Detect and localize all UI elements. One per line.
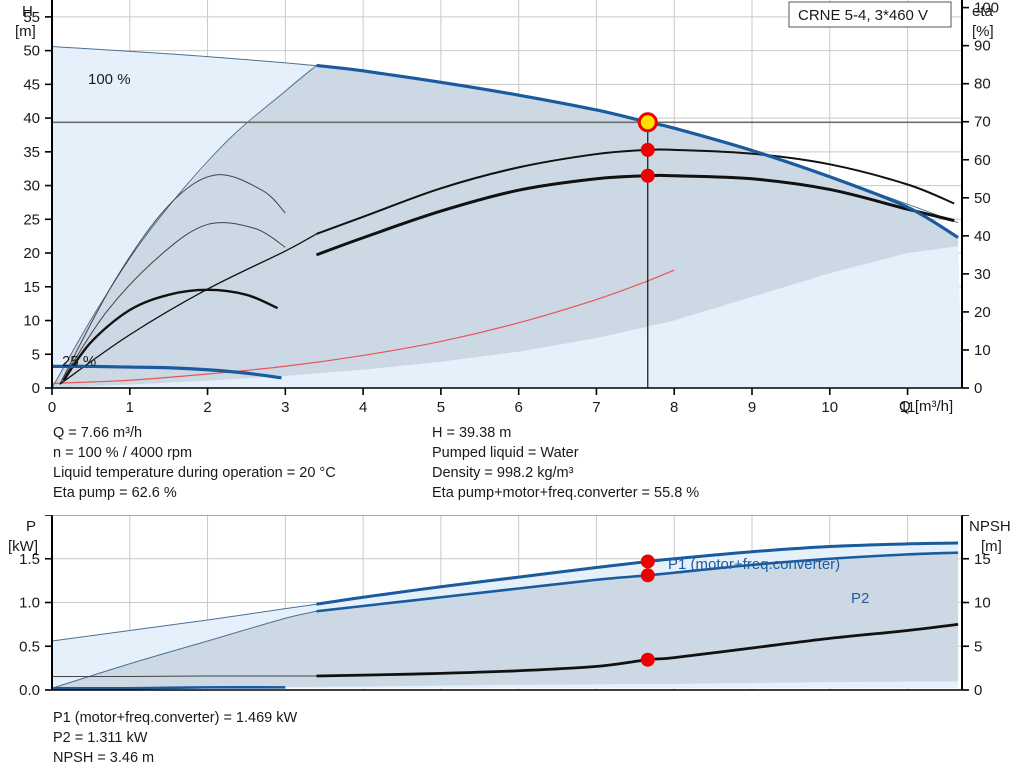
duty-point-markers-bottom[interactable]: [640, 554, 655, 667]
svg-text:100: 100: [974, 0, 999, 17]
marker-p2[interactable]: [640, 568, 655, 583]
svg-text:50: 50: [974, 190, 991, 207]
svg-text:11: 11: [900, 399, 916, 415]
title-box: CRNE 5-4, 3*460 V: [788, 1, 952, 28]
power-npsh-plot: 0.0 0.5 1.0 1.5 0 5 10 15 P [kW] NPSH [m] P1 (m…: [8, 515, 1011, 699]
svg-text:10: 10: [23, 313, 40, 330]
svg-text:4: 4: [359, 399, 367, 415]
readout-eta-total: Eta pump+motor+freq.converter = 55.8 %: [432, 485, 700, 501]
svg-text:20: 20: [974, 304, 991, 321]
duty-point-markers[interactable]: [637, 112, 658, 183]
readout-p2: P2 = 1.311 kW: [53, 730, 148, 746]
svg-text:5: 5: [32, 346, 40, 363]
readout-top-right: H = 39.38 m Pumped liquid = Water Densit…: [432, 423, 699, 503]
svg-text:0.0: 0.0: [19, 682, 40, 699]
svg-text:1.0: 1.0: [19, 595, 40, 612]
svg-text:9: 9: [748, 399, 756, 415]
power-npsh-chart: 0.0 0.5 1.0 1.5 0 5 10 15 P [kW] NPSH [m] P1 (m…: [0, 515, 1024, 700]
title-box-label: CRNE 5-4, 3*460 V: [798, 7, 928, 24]
svg-text:25: 25: [23, 211, 40, 228]
svg-text:0: 0: [974, 380, 982, 397]
svg-text:90: 90: [974, 38, 991, 55]
marker-p1[interactable]: [640, 554, 655, 569]
svg-text:10: 10: [821, 399, 838, 415]
svg-text:8: 8: [670, 399, 678, 415]
speed-label-100: 100 %: [88, 71, 131, 88]
p2-curve-label: P2: [851, 590, 869, 607]
svg-text:2: 2: [203, 399, 211, 415]
y-left-axis-title-bottom-line1: P: [26, 518, 36, 535]
y-left-axis-title-bottom-line2: [kW]: [8, 538, 38, 555]
speed-label-25: 25 %: [62, 353, 96, 370]
svg-text:30: 30: [974, 266, 991, 283]
axis-tick-labels: 0510152025303540455055010203040506070809…: [23, 0, 999, 415]
p1-curve-label: P1 (motor+freq.converter): [668, 556, 840, 573]
head-efficiency-plot: 0510152025303540455055010203040506070809…: [15, 0, 999, 415]
marker-npsh[interactable]: [640, 652, 655, 667]
marker-duty-point[interactable]: [637, 112, 658, 133]
axis-ticks-bottom: [45, 515, 969, 691]
svg-text:7: 7: [592, 399, 600, 415]
readout-q: Q = 7.66 m³/h: [53, 425, 143, 441]
readout-liquid-temperature: Liquid temperature during operation = 20…: [53, 465, 336, 481]
head-curve-25pct: [52, 364, 282, 380]
y-left-axis-title-line1: H: [22, 3, 33, 20]
y-right-axis-title-bottom-line2: [m]: [981, 538, 1002, 555]
svg-text:0: 0: [32, 380, 40, 397]
axis-ticks: [45, 6, 969, 395]
x-axis-title: Q [m³/h]: [899, 398, 953, 415]
svg-text:5: 5: [437, 399, 445, 415]
svg-text:10: 10: [974, 342, 991, 359]
svg-text:40: 40: [23, 110, 40, 127]
svg-text:0: 0: [48, 399, 56, 415]
svg-text:6: 6: [514, 399, 522, 415]
svg-text:55: 55: [23, 9, 40, 26]
head-efficiency-chart: 0 5 10 15 20 25 30 35 40 45 50 55 0 10 20 30 40 50 60 70 80 9…: [15, 0, 999, 415]
efficiency-curve-thin: [59, 233, 317, 385]
operating-envelope: [52, 46, 962, 388]
readout-p1: P1 (motor+freq.converter) = 1.469 kW: [53, 710, 298, 726]
svg-text:40: 40: [974, 228, 991, 245]
readout-pumped-liquid: Pumped liquid = Water: [432, 445, 579, 461]
readout-eta-pump: Eta pump = 62.6 %: [53, 485, 177, 501]
duty-indicator-lines: [52, 121, 962, 388]
axes: [51, 0, 963, 389]
npsh-curve-red: [52, 269, 675, 384]
svg-text:20: 20: [23, 245, 40, 262]
svg-text:35: 35: [23, 144, 40, 161]
svg-text:0: 0: [974, 682, 982, 699]
y-right-axis-title-line2: [%]: [972, 23, 994, 40]
axis-tick-labels-bottom: 0.0 0.5 1.0 1.5 0 5 10 15: [19, 551, 991, 699]
marker-eta-total[interactable]: [640, 168, 655, 183]
svg-text:60: 60: [974, 152, 991, 169]
operating-envelope-bottom: [52, 543, 959, 689]
readout-density: Density = 998.2 kg/m³: [432, 465, 574, 481]
svg-text:3: 3: [281, 399, 289, 415]
readout-n: n = 100 % / 4000 rpm: [53, 445, 193, 461]
y-right-axis-title-line1: eta: [972, 3, 994, 20]
svg-text:10: 10: [974, 595, 991, 612]
svg-text:1.5: 1.5: [19, 551, 40, 568]
svg-text:5: 5: [974, 638, 982, 655]
y-left-axis-title-line2: [m]: [15, 23, 36, 40]
readout-bottom: P1 (motor+freq.converter) = 1.469 kW P2 …: [53, 708, 297, 768]
svg-text:80: 80: [974, 76, 991, 93]
svg-text:50: 50: [23, 43, 40, 60]
readout-top-left: Q = 7.66 m³/h n = 100 % / 4000 rpm Liqui…: [53, 423, 336, 503]
svg-text:15: 15: [23, 279, 40, 296]
y-right-axis-title-bottom-line1: NPSH: [969, 518, 1011, 535]
svg-text:70: 70: [974, 114, 991, 131]
readout-h: H = 39.38 m: [432, 425, 512, 441]
marker-eta-pump[interactable]: [640, 142, 655, 157]
readout-npsh: NPSH = 3.46 m: [53, 750, 155, 766]
svg-text:0.5: 0.5: [19, 638, 40, 655]
svg-text:1: 1: [126, 399, 134, 415]
svg-text:30: 30: [23, 178, 40, 195]
svg-text:15: 15: [974, 551, 991, 568]
svg-text:45: 45: [23, 76, 40, 93]
